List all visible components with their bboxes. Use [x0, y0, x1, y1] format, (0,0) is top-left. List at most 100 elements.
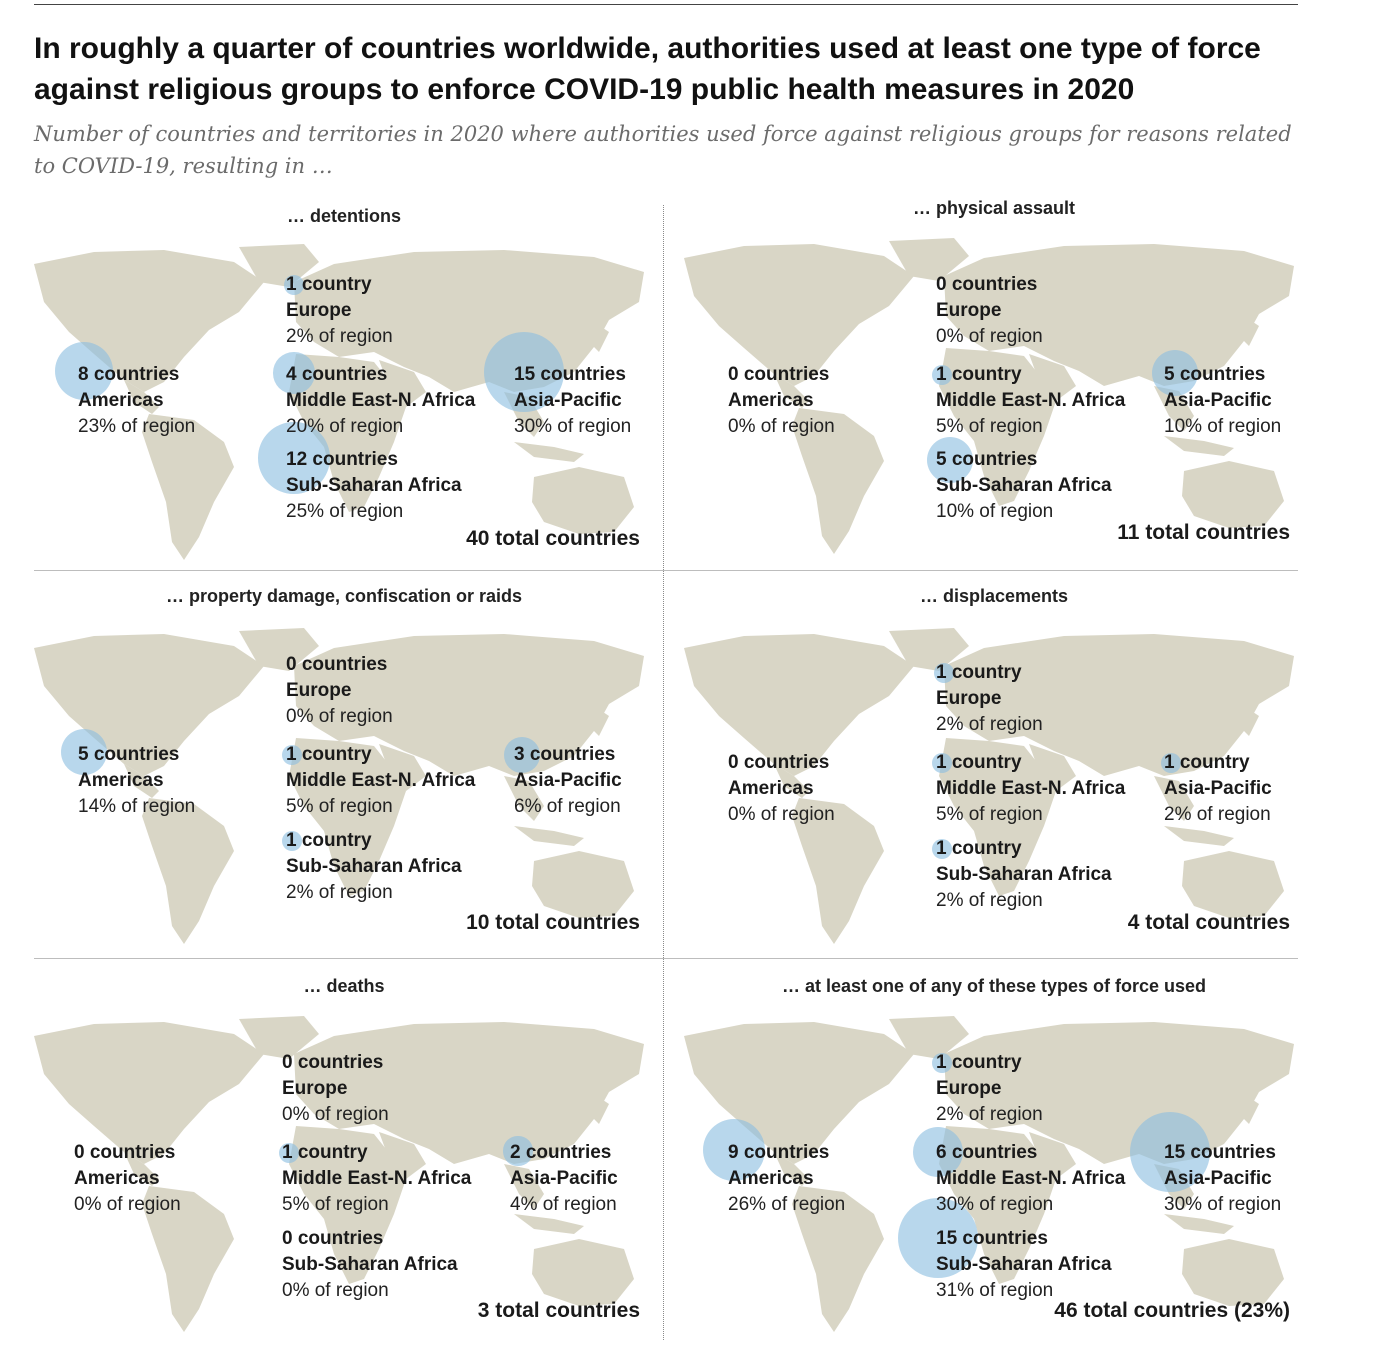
region-label: 0 countries Americas 0% of region: [74, 1140, 181, 1218]
country-count: 1 country: [286, 830, 372, 851]
region-share: 30% of region: [1164, 1194, 1282, 1215]
land-indonesia: [514, 442, 584, 462]
region-share: 4% of region: [510, 1194, 617, 1215]
region-name: Middle East-N. Africa: [282, 1168, 472, 1189]
land-central-america: [774, 374, 809, 408]
region-name: Asia-Pacific: [514, 390, 622, 411]
region-name: Americas: [728, 1168, 814, 1189]
region-share: 2% of region: [1164, 804, 1271, 825]
region-share: 0% of region: [282, 1104, 389, 1125]
region-name: Sub-Saharan Africa: [286, 475, 462, 496]
land-central-america: [124, 1152, 159, 1186]
region-bubble: [931, 838, 953, 860]
region-share: 0% of region: [286, 706, 393, 727]
land-europe-asia: [944, 244, 1294, 386]
region-name: Europe: [936, 688, 1002, 709]
region-name: Americas: [78, 770, 164, 791]
world-map: [684, 238, 1294, 554]
region-label: 5 countries Asia-Pacific 10% of region: [1164, 362, 1281, 440]
land-greenland: [889, 238, 969, 281]
land-africa: [289, 354, 406, 512]
country-count: 3 countries: [514, 744, 616, 765]
land-north-america: [34, 634, 264, 776]
region-bubble: [926, 436, 974, 484]
region-share: 25% of region: [286, 501, 404, 522]
region-name: Asia-Pacific: [514, 770, 622, 791]
region-share: 23% of region: [78, 416, 196, 437]
country-count: 1 country: [1164, 752, 1250, 773]
region-share: 2% of region: [286, 326, 393, 347]
land-north-america: [684, 1022, 914, 1164]
region-share: 0% of region: [728, 416, 835, 437]
panel-title: … detentions: [286, 206, 401, 226]
land-south-america: [792, 408, 884, 554]
region-share: 0% of region: [74, 1194, 181, 1215]
region-label: 1 country Middle East-N. Africa 5% of regi…: [286, 742, 475, 820]
land-south-america: [142, 798, 234, 944]
world-map: [34, 244, 644, 560]
region-share: 6% of region: [514, 796, 621, 817]
region-label: 3 countries Asia-Pacific 6% of region: [514, 742, 622, 820]
world-map: [684, 628, 1294, 944]
land-africa: [939, 1126, 1056, 1284]
panel-total: 4 total countries: [1127, 911, 1290, 934]
region-name: Americas: [728, 778, 814, 799]
region-share: 0% of region: [282, 1280, 389, 1301]
region-name: Sub-Saharan Africa: [936, 1254, 1112, 1275]
land-africa: [939, 738, 1056, 896]
region-label: 1 country Middle East-N. Africa 5% of regi…: [936, 750, 1125, 828]
land-north-america: [684, 244, 914, 386]
country-count: 0 countries: [282, 1052, 384, 1073]
land-europe-asia: [294, 634, 644, 776]
land-southeast-asia: [1154, 776, 1194, 821]
region-name: Middle East-N. Africa: [286, 770, 476, 791]
country-count: 9 countries: [728, 1142, 830, 1163]
country-count: 1 country: [936, 752, 1022, 773]
map-panel: … physical assault 0 countries Europe 0% of…: [684, 194, 1304, 564]
region-label: 15 countries Sub-Saharan Africa 31% of reg…: [936, 1226, 1112, 1304]
panel-total: 46 total countries (23%): [1054, 1299, 1290, 1322]
land-japan: [1239, 1094, 1259, 1124]
land-south-america: [792, 1186, 884, 1332]
region-share: 31% of region: [936, 1280, 1054, 1301]
land-australia: [532, 1239, 634, 1306]
country-count: 5 countries: [936, 449, 1038, 470]
region-name: Europe: [286, 680, 352, 701]
land-central-america: [774, 764, 809, 798]
land-europe-asia: [944, 1022, 1294, 1164]
country-count: 2 countries: [510, 1142, 612, 1163]
region-bubble: [933, 662, 955, 684]
region-name: Asia-Pacific: [510, 1168, 618, 1189]
land-north-america: [34, 250, 264, 392]
panel-total: 3 total countries: [477, 1299, 640, 1322]
world-map: [684, 1016, 1294, 1332]
region-label: 5 countries Americas 14% of region: [78, 742, 195, 820]
land-japan: [589, 1094, 609, 1124]
land-africa: [939, 348, 1056, 506]
region-label: 1 country Europe 2% of region: [936, 660, 1043, 738]
country-count: 1 country: [936, 838, 1022, 859]
country-count: 12 countries: [286, 449, 398, 470]
region-label: 1 country Middle East-N. Africa 5% of regi…: [282, 1140, 471, 1218]
land-south-america: [792, 798, 884, 944]
region-name: Middle East-N. Africa: [936, 778, 1126, 799]
land-arabia: [1029, 354, 1076, 401]
land-indonesia: [514, 826, 584, 846]
land-europe-asia: [294, 1022, 644, 1164]
country-count: 1 country: [936, 364, 1022, 385]
region-bubble: [278, 1142, 300, 1164]
land-africa: [289, 1126, 406, 1284]
region-name: Europe: [282, 1078, 348, 1099]
country-count: 1 country: [936, 662, 1022, 683]
panel-title: … physical assault: [912, 198, 1076, 218]
region-label: 0 countries Europe 0% of region: [286, 652, 393, 730]
land-south-america: [142, 414, 234, 560]
country-count: 15 countries: [1164, 1142, 1276, 1163]
region-label: 0 countries Europe 0% of region: [282, 1050, 389, 1128]
land-central-america: [124, 380, 159, 414]
land-australia: [532, 851, 634, 918]
land-indonesia: [1164, 826, 1234, 846]
region-name: Asia-Pacific: [1164, 1168, 1272, 1189]
map-panel: … deaths 0 countries Europe 0% of region 0 c…: [34, 972, 654, 1342]
country-count: 1 country: [286, 744, 372, 765]
